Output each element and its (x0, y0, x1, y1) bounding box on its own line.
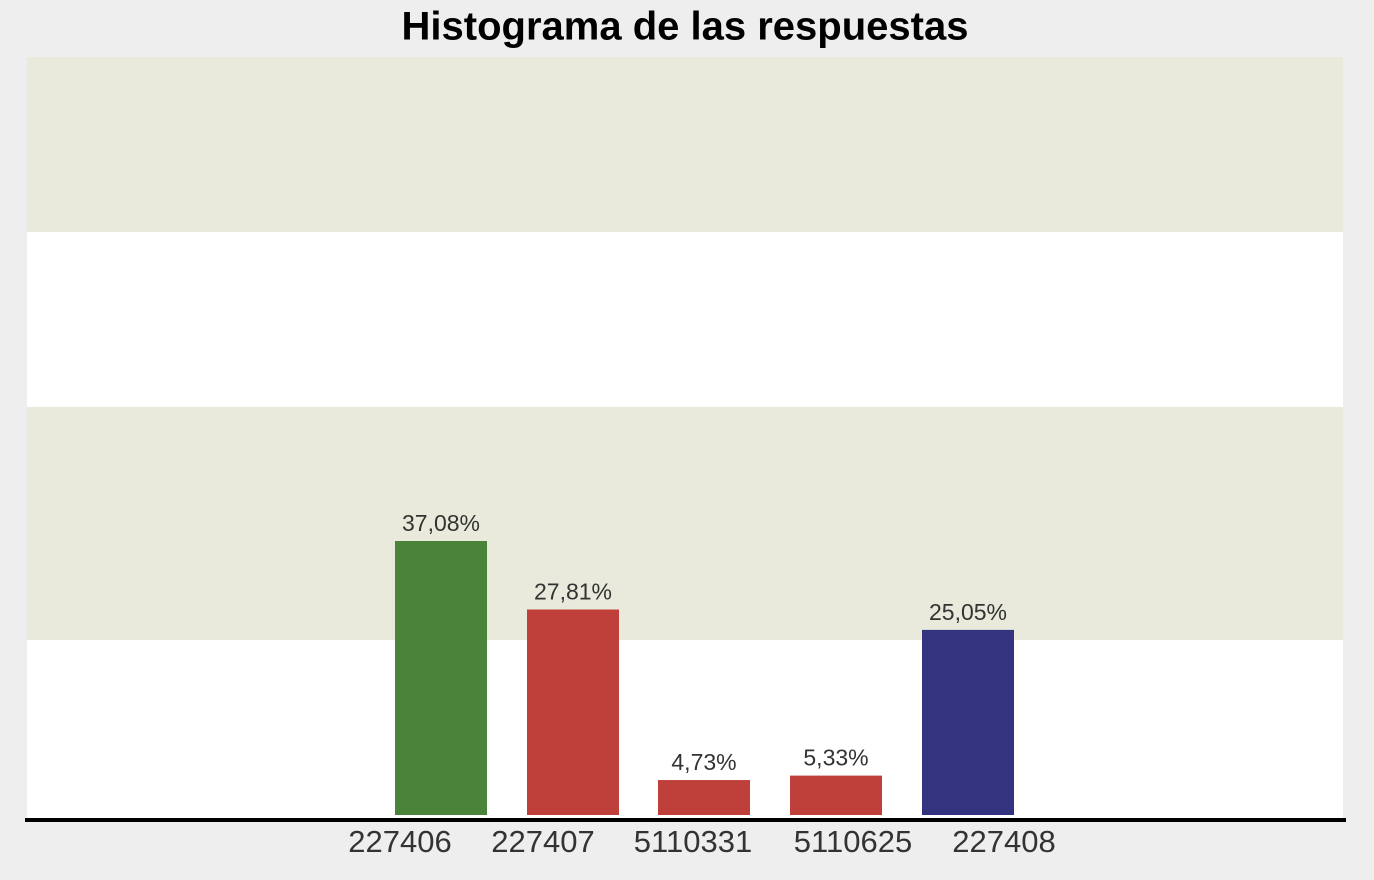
bar (395, 541, 487, 815)
x-tick-label: 227408 (952, 824, 1055, 859)
band (27, 57, 1343, 232)
value-label: 4,73% (671, 749, 736, 775)
value-label: 27,81% (534, 579, 612, 605)
bar (527, 609, 619, 815)
bar (922, 629, 1014, 815)
chart-title: Histograma de las respuestas (402, 5, 969, 49)
band (27, 407, 1343, 640)
value-label: 37,08% (402, 510, 480, 536)
x-tick-label: 5110625 (794, 824, 912, 859)
x-tick-label: 227407 (491, 824, 594, 859)
value-label: 25,05% (929, 599, 1007, 625)
bar (790, 775, 882, 815)
bar (658, 780, 750, 815)
x-tick-label: 5110331 (634, 824, 752, 859)
value-label: 5,33% (803, 745, 868, 771)
x-tick-label: 227406 (348, 824, 451, 859)
band (27, 232, 1343, 407)
